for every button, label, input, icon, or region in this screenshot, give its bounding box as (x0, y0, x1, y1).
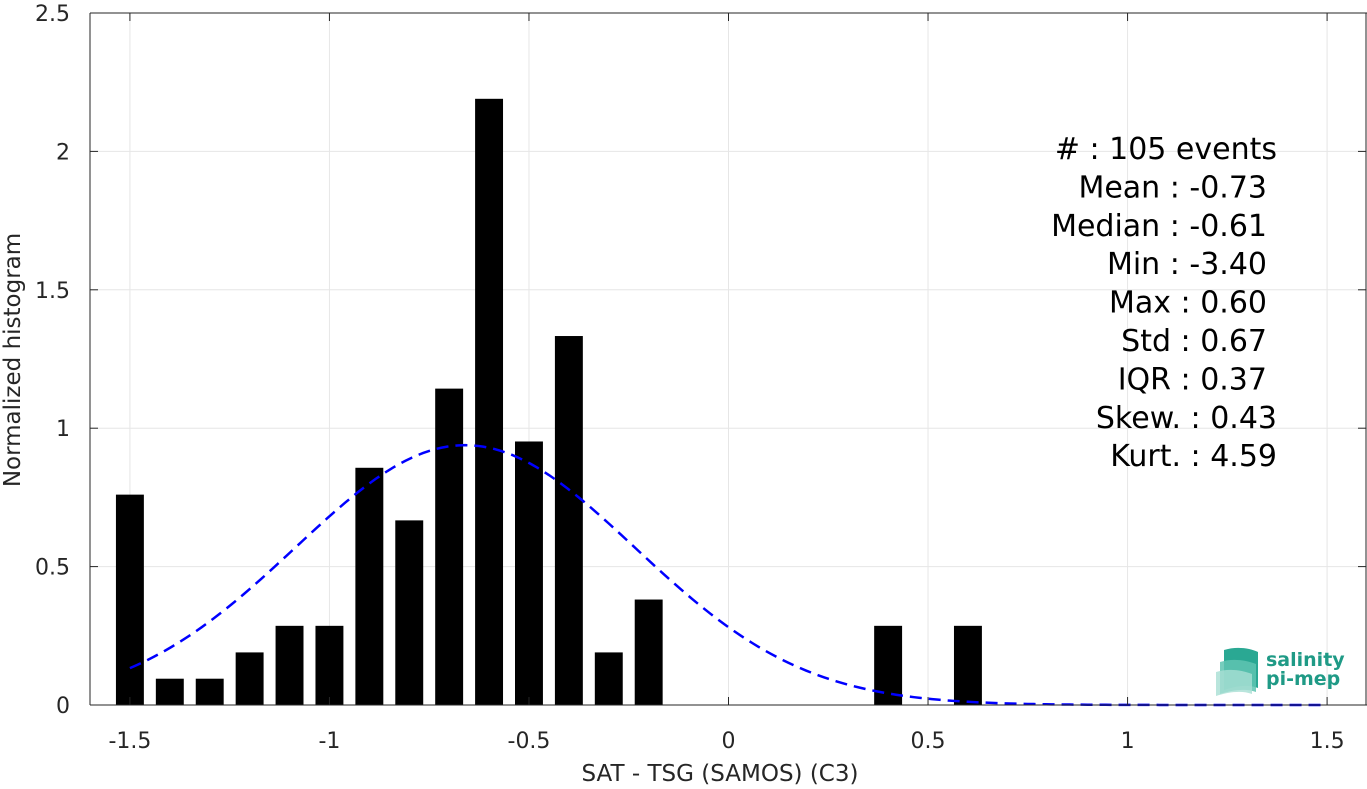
x-tick-label: -1 (318, 729, 340, 754)
histogram-bar (355, 467, 384, 705)
y-tick-label: 1.5 (35, 279, 70, 304)
stats-line: Min : -3.40 (1107, 247, 1267, 282)
y-tick-label: 1 (56, 417, 70, 442)
stats-line: # : 105 events (1055, 132, 1277, 167)
grid-layer (90, 12, 1367, 706)
y-tick-label: 2 (56, 140, 70, 165)
y-axis-label: Normalized histogram (0, 233, 26, 487)
histogram-bar (275, 625, 304, 705)
histogram-bar (475, 98, 504, 706)
histogram-bar (874, 625, 903, 705)
y-tick-label: 2.5 (35, 2, 70, 27)
histogram-bar (953, 625, 982, 705)
histogram-bar (634, 599, 663, 705)
x-axis-label: SAT - TSG (SAMOS) (C3) (582, 761, 859, 785)
wave-logo-icon (1216, 647, 1258, 696)
x-tick-label: 0 (722, 729, 736, 754)
histogram-bar (435, 388, 464, 705)
stats-line: Skew. : 0.43 (1096, 401, 1277, 436)
histogram-bar (594, 652, 623, 705)
stats-line: Median : -0.61 (1051, 209, 1267, 244)
bars-layer (115, 98, 982, 706)
stats-line: Mean : -0.73 (1078, 170, 1267, 205)
stats-line: Std : 0.67 (1121, 324, 1267, 359)
salinity-pi-mep-logo: salinity pi-mep (1216, 647, 1345, 696)
stats-line: IQR : 0.37 (1118, 362, 1267, 397)
x-tick-label: 1.5 (1310, 729, 1345, 754)
histogram-bar (195, 678, 224, 705)
histogram-bar (554, 336, 583, 705)
stats-line: Max : 0.60 (1109, 286, 1267, 321)
x-tick-label: 0.5 (911, 729, 946, 754)
y-tick-label: 0.5 (35, 556, 70, 581)
x-tick-label: -1.5 (108, 729, 151, 754)
x-tick-label: 1 (1121, 729, 1135, 754)
histogram-bar (515, 441, 543, 705)
logo-line2: pi-mep (1266, 668, 1340, 690)
stats-line: Kurt. : 4.59 (1110, 439, 1277, 474)
x-tick-label: -0.5 (508, 729, 551, 754)
histogram-bar (395, 520, 424, 705)
histogram-bar (235, 652, 264, 705)
histogram-bar (315, 625, 344, 705)
ticks-layer: -1.5 -1 -0.5 0 0.5 1 1.5 0 0.5 1 1.5 2 2.5 (35, 2, 1366, 754)
histogram-bar (115, 494, 144, 705)
histogram-bar (155, 678, 184, 705)
logo-line1: salinity (1266, 649, 1345, 671)
y-tick-label: 0 (56, 694, 70, 719)
